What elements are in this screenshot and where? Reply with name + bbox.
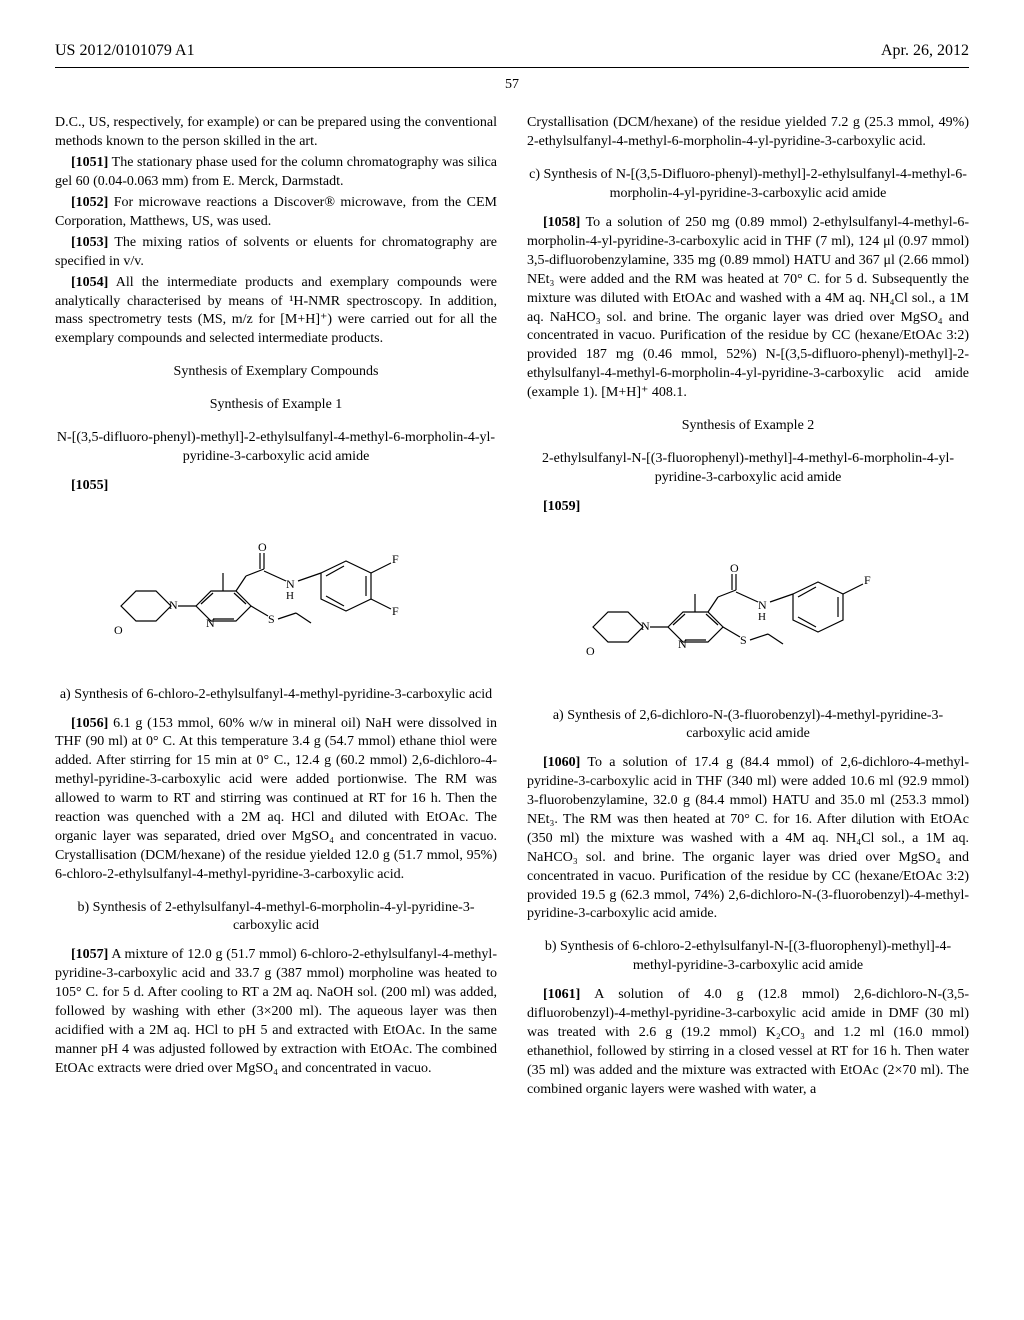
paragraph-1059: [1059] xyxy=(527,498,969,517)
paragraph-1055: [1055] xyxy=(55,477,497,496)
svg-text:O: O xyxy=(114,623,123,637)
svg-text:S: S xyxy=(268,612,275,626)
para-1057-text: A mixture of 12.0 g (51.7 mmol) 6-chloro… xyxy=(55,947,497,1075)
paragraph-1058: [1058] To a solution of 250 mg (0.89 mmo… xyxy=(527,214,969,403)
page-header: US 2012/0101079 A1 Apr. 26, 2012 xyxy=(55,40,969,68)
step-a-title: a) Synthesis of 6-chloro-2-ethylsulfanyl… xyxy=(55,686,497,705)
svg-text:F: F xyxy=(392,604,399,618)
para-1054-text: All the intermediate products and exempl… xyxy=(55,275,497,347)
para-num-1059: [1059] xyxy=(543,499,580,514)
paragraph-1052: [1052] For microwave reactions a Discove… xyxy=(55,194,497,232)
svg-text:O: O xyxy=(258,540,267,554)
paragraph-1054: [1054] All the intermediate products and… xyxy=(55,274,497,350)
para-num-1053: [1053] xyxy=(71,235,108,250)
para-num-1061: [1061] xyxy=(543,987,580,1002)
example1-compound: N-[(3,5-difluoro-phenyl)-methyl]-2-ethyl… xyxy=(55,429,497,467)
para-num-1051: [1051] xyxy=(71,155,108,170)
synthesis-title: Synthesis of Exemplary Compounds xyxy=(55,363,497,382)
paragraph-1056: [1056] 6.1 g (153 mmol, 60% w/w in miner… xyxy=(55,715,497,885)
svg-text:O: O xyxy=(730,561,739,575)
svg-text:N: N xyxy=(678,637,687,651)
left-column: D.C., US, respectively, for example) or … xyxy=(55,114,497,1101)
svg-text:H: H xyxy=(286,590,294,602)
continuation-text: D.C., US, respectively, for example) or … xyxy=(55,114,497,152)
svg-text:O: O xyxy=(586,644,595,658)
structure2-svg: O N N O xyxy=(578,532,918,692)
svg-text:S: S xyxy=(740,633,747,647)
publication-number: US 2012/0101079 A1 xyxy=(55,40,195,62)
para-num-1060: [1060] xyxy=(543,755,580,770)
structure1-svg: O N N O xyxy=(106,511,446,671)
para-1058-text: To a solution of 250 mg (0.89 mmol) 2-et… xyxy=(527,215,969,400)
para-num-1058: [1058] xyxy=(543,215,580,230)
example2-compound: 2-ethylsulfanyl-N-[(3-fluorophenyl)-meth… xyxy=(527,450,969,488)
page-number: 57 xyxy=(55,76,969,95)
step-b-title: b) Synthesis of 2-ethylsulfanyl-4-methyl… xyxy=(55,899,497,937)
para-1052-text: For microwave reactions a Discover® micr… xyxy=(55,195,497,229)
para-num-1052: [1052] xyxy=(71,195,108,210)
svg-text:F: F xyxy=(864,573,871,587)
para-num-1054: [1054] xyxy=(71,275,108,290)
example1-title: Synthesis of Example 1 xyxy=(55,396,497,415)
paragraph-1060: [1060] To a solution of 17.4 g (84.4 mmo… xyxy=(527,754,969,924)
step-c-title: c) Synthesis of N-[(3,5-Difluoro-phenyl)… xyxy=(527,166,969,204)
chemical-structure-1: O N N O xyxy=(55,511,497,671)
svg-text:N: N xyxy=(206,616,215,630)
para-num-1055: [1055] xyxy=(71,478,108,493)
example2-title: Synthesis of Example 2 xyxy=(527,417,969,436)
para-num-1056: [1056] xyxy=(71,716,108,731)
para-1060-text: To a solution of 17.4 g (84.4 mmol) of 2… xyxy=(527,755,969,921)
crystallisation-continuation: Crystallisation (DCM/hexane) of the resi… xyxy=(527,114,969,152)
right-column: Crystallisation (DCM/hexane) of the resi… xyxy=(527,114,969,1101)
chemical-structure-2: O N N O xyxy=(527,532,969,692)
svg-text:N: N xyxy=(286,577,295,591)
svg-text:F: F xyxy=(392,552,399,566)
para-num-1057: [1057] xyxy=(71,947,108,962)
paragraph-1057: [1057] A mixture of 12.0 g (51.7 mmol) 6… xyxy=(55,946,497,1078)
svg-text:N: N xyxy=(169,598,178,612)
content-columns: D.C., US, respectively, for example) or … xyxy=(55,114,969,1101)
step2-a-title: a) Synthesis of 2,6-dichloro-N-(3-fluoro… xyxy=(527,707,969,745)
para-1053-text: The mixing ratios of solvents or eluents… xyxy=(55,235,497,269)
svg-text:H: H xyxy=(758,611,766,623)
publication-date: Apr. 26, 2012 xyxy=(881,40,969,62)
step2-b-title: b) Synthesis of 6-chloro-2-ethylsulfanyl… xyxy=(527,938,969,976)
svg-text:N: N xyxy=(641,619,650,633)
paragraph-1061: [1061] A solution of 4.0 g (12.8 mmol) 2… xyxy=(527,986,969,1099)
svg-text:N: N xyxy=(758,598,767,612)
para-1051-text: The stationary phase used for the column… xyxy=(55,155,497,189)
para-1056-text: 6.1 g (153 mmol, 60% w/w in mineral oil)… xyxy=(55,716,497,882)
paragraph-1051: [1051] The stationary phase used for the… xyxy=(55,154,497,192)
paragraph-1053: [1053] The mixing ratios of solvents or … xyxy=(55,234,497,272)
para-1061-text: A solution of 4.0 g (12.8 mmol) 2,6-dich… xyxy=(527,987,969,1096)
